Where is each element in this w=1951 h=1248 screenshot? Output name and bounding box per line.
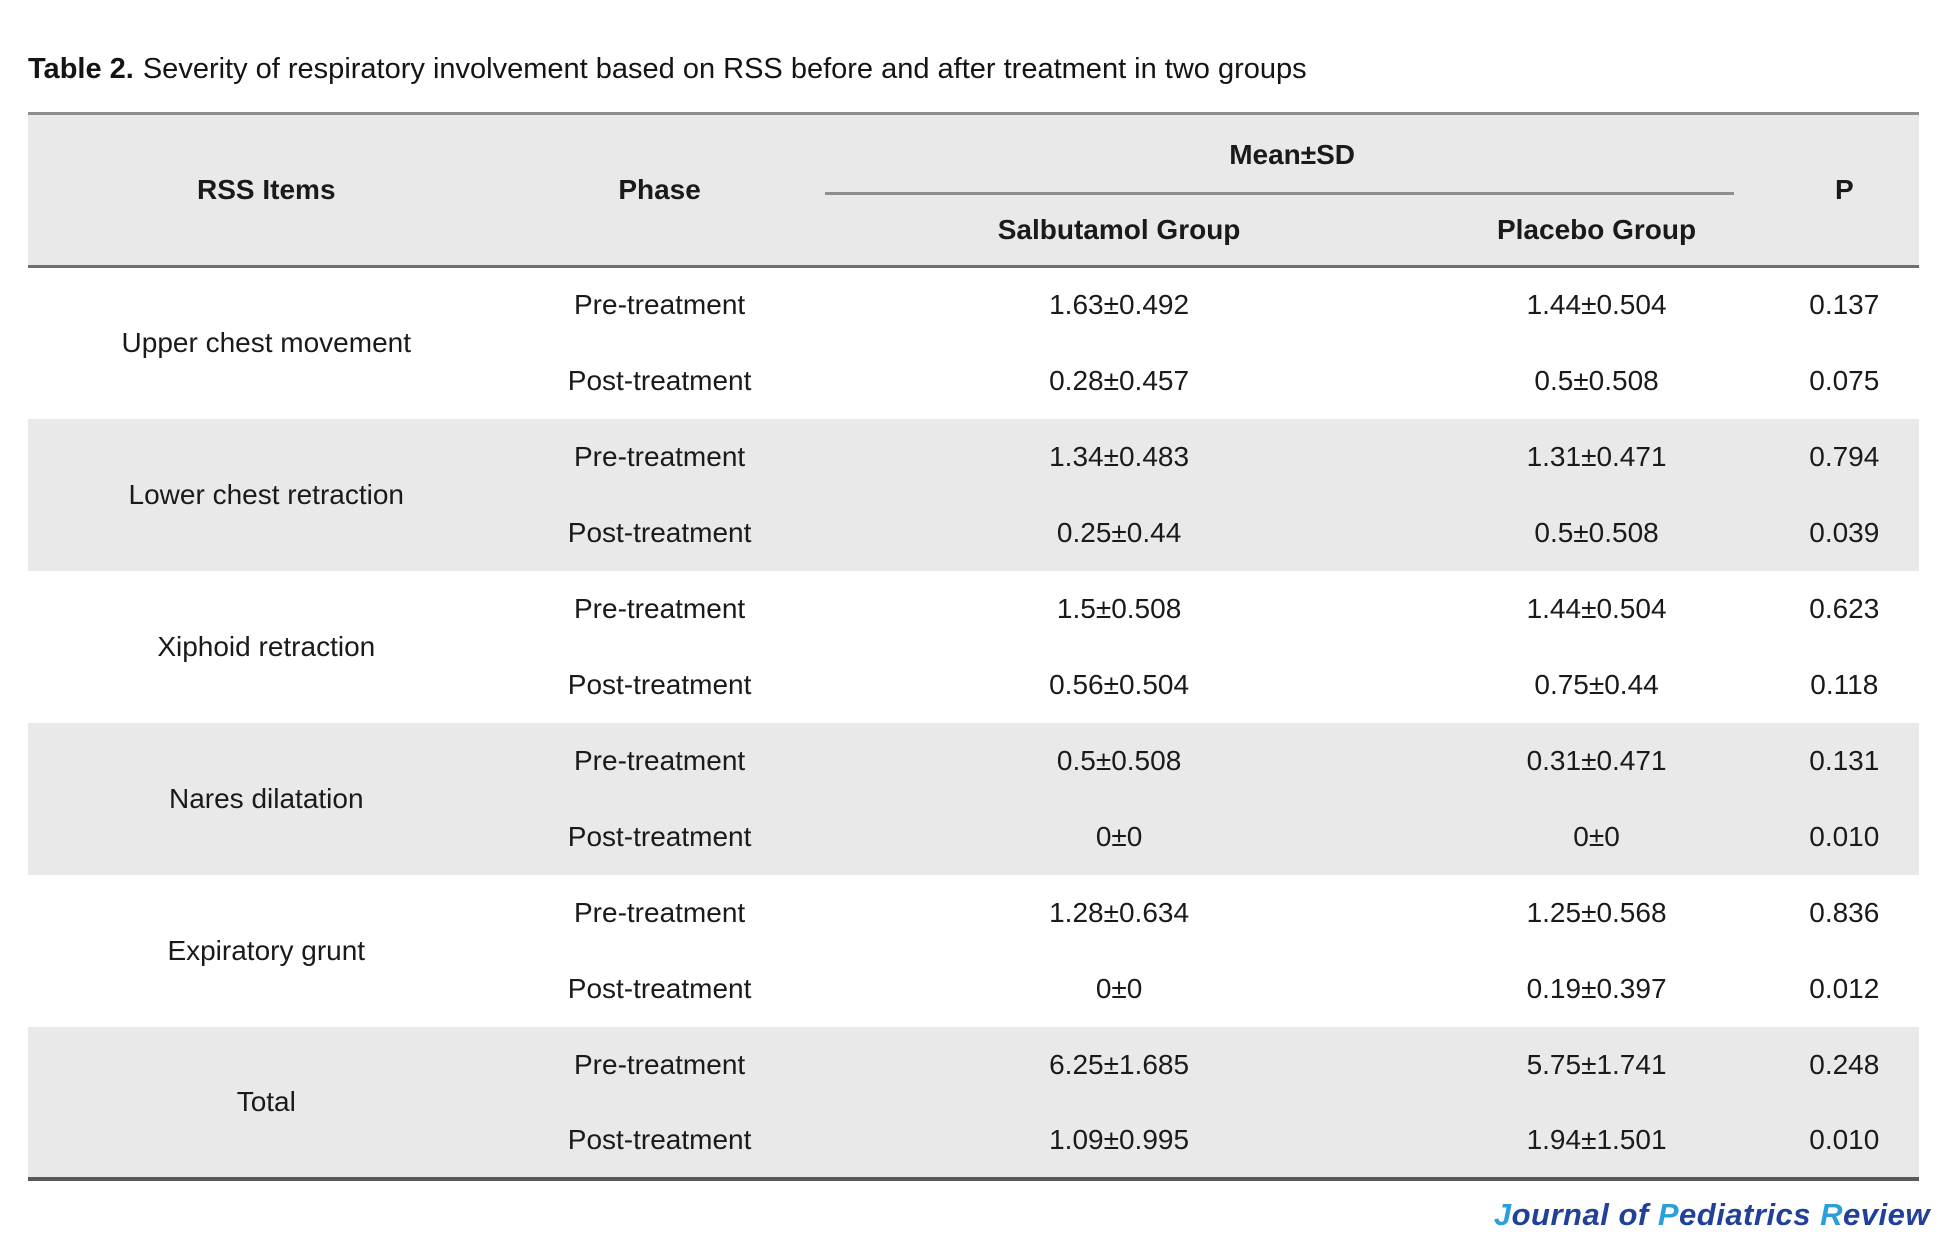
- cell-phase: Pre-treatment: [504, 722, 815, 799]
- cell-salbutamol-value: 0±0: [814, 950, 1424, 1027]
- cell-placebo-value: 0.19±0.397: [1423, 950, 1770, 1027]
- column-header-salbutamol-group: Salbutamol Group: [814, 194, 1424, 268]
- table-row: Expiratory grunt Pre-treatment 1.28±0.63…: [28, 874, 1919, 1027]
- cell-phase: Post-treatment: [504, 798, 815, 875]
- cell-rss-item: Xiphoid retraction: [28, 570, 505, 723]
- table-row: Lower chest retraction Pre-treatment 1.3…: [28, 418, 1919, 571]
- results-table: RSS Items Phase Mean±SD P Salbutamol Gro…: [28, 112, 1919, 1181]
- cell-placebo-value: 0±0: [1423, 798, 1770, 875]
- journal-logo-text: ournal of: [1511, 1197, 1658, 1232]
- cell-placebo-value: 1.44±0.504: [1423, 266, 1770, 343]
- cell-salbutamol-value: 0.25±0.44: [814, 494, 1424, 571]
- cell-placebo-value: 1.44±0.504: [1423, 570, 1770, 647]
- table-row: Post-treatment 1.09±0.995 1.94±1.501 0.0…: [28, 1102, 1919, 1179]
- cell-phase: Pre-treatment: [504, 570, 815, 647]
- column-header-mean-sd: Mean±SD: [814, 113, 1770, 195]
- cell-salbutamol-value: 0±0: [814, 798, 1424, 875]
- cell-phase: Post-treatment: [504, 646, 815, 723]
- journal-logo-text: ediatrics: [1679, 1197, 1821, 1232]
- cell-phase: Post-treatment: [504, 342, 815, 419]
- journal-logo: Journal of Pediatrics Review: [1494, 1197, 1930, 1233]
- cell-phase: Pre-treatment: [504, 874, 815, 951]
- cell-p-value: 0.012: [1769, 950, 1919, 1027]
- cell-p-value: 0.075: [1769, 342, 1919, 419]
- journal-logo-initial: P: [1657, 1197, 1680, 1232]
- cell-p-value: 0.039: [1769, 494, 1919, 571]
- cell-salbutamol-value: 1.63±0.492: [814, 266, 1424, 343]
- cell-salbutamol-value: 0.56±0.504: [814, 646, 1424, 723]
- cell-placebo-value: 5.75±1.741: [1423, 1026, 1770, 1103]
- journal-logo-text: eview: [1843, 1197, 1930, 1232]
- cell-salbutamol-value: 6.25±1.685: [814, 1026, 1424, 1103]
- header-row-sub: Salbutamol Group Placebo Group: [28, 194, 1919, 268]
- cell-placebo-value: 1.94±1.501: [1423, 1102, 1770, 1179]
- cell-rss-item: Total: [28, 1026, 505, 1179]
- cell-salbutamol-value: 0.5±0.508: [814, 722, 1424, 799]
- cell-rss-item: Expiratory grunt: [28, 874, 505, 1027]
- table-row: Total Pre-treatment 6.25±1.685 5.75±1.74…: [28, 1026, 1919, 1179]
- journal-logo-initial: J: [1493, 1197, 1512, 1232]
- table-number-label: Table 2.: [28, 53, 134, 85]
- column-header-placebo-group: Placebo Group: [1423, 194, 1770, 268]
- journal-logo-initial: R: [1820, 1197, 1844, 1232]
- table-row: Post-treatment 0±0 0.19±0.397 0.012: [28, 950, 1919, 1027]
- cell-p-value: 0.137: [1769, 266, 1919, 343]
- cell-p-value: 0.623: [1769, 570, 1919, 647]
- column-header-phase: Phase: [504, 113, 815, 268]
- table-row: Nares dilatation Pre-treatment 0.5±0.508…: [28, 722, 1919, 875]
- cell-salbutamol-value: 1.09±0.995: [814, 1102, 1424, 1179]
- cell-placebo-value: 0.31±0.471: [1423, 722, 1770, 799]
- table-header: RSS Items Phase Mean±SD P Salbutamol Gro…: [28, 113, 1919, 268]
- cell-phase: Post-treatment: [504, 494, 815, 571]
- cell-phase: Pre-treatment: [504, 418, 815, 495]
- table-row: Post-treatment 0.56±0.504 0.75±0.44 0.11…: [28, 646, 1919, 723]
- cell-rss-item: Nares dilatation: [28, 722, 505, 875]
- cell-rss-item: Lower chest retraction: [28, 418, 505, 571]
- results-table-container: RSS Items Phase Mean±SD P Salbutamol Gro…: [28, 112, 1919, 1181]
- cell-p-value: 0.010: [1769, 1102, 1919, 1179]
- table-row: Upper chest movement Pre-treatment 1.63±…: [28, 266, 1919, 419]
- column-header-p: P: [1769, 113, 1919, 268]
- cell-salbutamol-value: 1.34±0.483: [814, 418, 1424, 495]
- table-body: Upper chest movement Pre-treatment 1.63±…: [28, 266, 1919, 1179]
- cell-rss-item: Upper chest movement: [28, 266, 505, 419]
- page-title: Table 2. Severity of respiratory involvem…: [28, 52, 1307, 86]
- cell-p-value: 0.118: [1769, 646, 1919, 723]
- table-row: Post-treatment 0±0 0±0 0.010: [28, 798, 1919, 875]
- column-header-rss-items: RSS Items: [28, 113, 505, 268]
- header-row-top: RSS Items Phase Mean±SD P: [28, 113, 1919, 268]
- cell-salbutamol-value: 1.5±0.508: [814, 570, 1424, 647]
- cell-phase: Pre-treatment: [504, 266, 815, 343]
- cell-salbutamol-value: 0.28±0.457: [814, 342, 1424, 419]
- cell-placebo-value: 0.75±0.44: [1423, 646, 1770, 723]
- cell-phase: Post-treatment: [504, 1102, 815, 1179]
- table-caption: Severity of respiratory involvement base…: [142, 53, 1307, 85]
- cell-p-value: 0.248: [1769, 1026, 1919, 1103]
- cell-placebo-value: 0.5±0.508: [1423, 342, 1770, 419]
- cell-phase: Pre-treatment: [504, 1026, 815, 1103]
- cell-placebo-value: 0.5±0.508: [1423, 494, 1770, 571]
- cell-placebo-value: 1.31±0.471: [1423, 418, 1770, 495]
- cell-p-value: 0.010: [1769, 798, 1919, 875]
- cell-p-value: 0.836: [1769, 874, 1919, 951]
- cell-phase: Post-treatment: [504, 950, 815, 1027]
- table-row: Xiphoid retraction Pre-treatment 1.5±0.5…: [28, 570, 1919, 723]
- cell-placebo-value: 1.25±0.568: [1423, 874, 1770, 951]
- table-row: Post-treatment 0.25±0.44 0.5±0.508 0.039: [28, 494, 1919, 571]
- cell-p-value: 0.131: [1769, 722, 1919, 799]
- cell-p-value: 0.794: [1769, 418, 1919, 495]
- cell-salbutamol-value: 1.28±0.634: [814, 874, 1424, 951]
- table-row: Post-treatment 0.28±0.457 0.5±0.508 0.07…: [28, 342, 1919, 419]
